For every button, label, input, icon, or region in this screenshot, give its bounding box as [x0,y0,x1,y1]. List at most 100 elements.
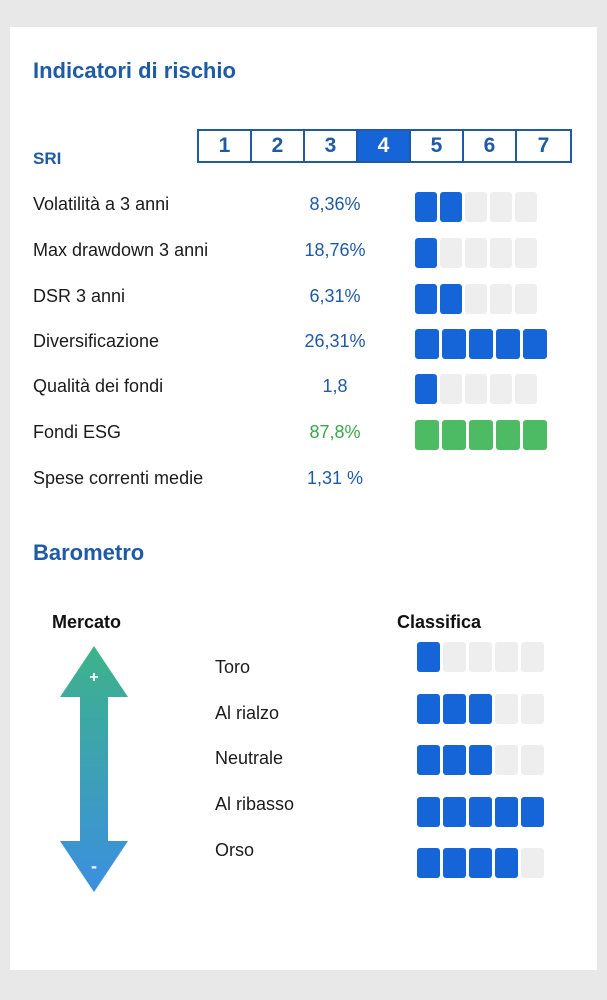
metric-row: Spese correnti medie 1,31 % [10,463,597,497]
rating-segment-empty [495,745,518,775]
rating-segment-filled [415,329,439,359]
rating-segment-empty [515,374,537,404]
rating-segment-empty [465,238,487,268]
barometro-label: Al ribasso [215,794,295,814]
rating-segment-empty [465,284,487,314]
metric-row: Diversificazione 26,31% [10,326,597,360]
rating-segment-filled [443,797,466,827]
rating-segment-filled [469,329,493,359]
rating-segment-filled [415,420,439,450]
rating-bar [415,192,537,222]
rating-segment-filled [415,238,437,268]
rating-segment-filled [469,420,493,450]
rating-segment-filled [495,797,518,827]
sri-level-4: 4 [358,131,411,161]
rating-segment-filled [495,848,518,878]
arrow-minus-label: - [91,856,97,876]
rating-segment-empty [515,284,537,314]
metric-row: Volatilità a 3 anni 8,36% [10,189,597,223]
sri-label: SRI [33,149,62,168]
sri-level-6: 6 [464,131,517,161]
rating-segment-filled [415,192,437,222]
rating-segment-empty [490,374,512,404]
rating-segment-filled [415,284,437,314]
rating-segment-filled [417,745,440,775]
rating-segment-empty [515,192,537,222]
metric-value: 87,8% [309,422,361,442]
barometro-label: Neutrale [215,748,284,768]
rating-segment-empty [495,694,518,724]
rating-segment-empty [443,642,466,672]
rating-segment-filled [523,329,547,359]
market-arrow-icon: + - [58,644,130,899]
rating-segment-empty [490,192,512,222]
rating-segment-empty [521,642,544,672]
rating-segment-filled [469,694,492,724]
rating-segment-empty [490,284,512,314]
rating-segment-filled [521,797,544,827]
metric-row: Qualità dei fondi 1,8 [10,371,597,405]
metric-row: Max drawdown 3 anni 18,76% [10,235,597,269]
ranking-bar [417,848,544,878]
sri-level-5: 5 [411,131,464,161]
metric-label: Fondi ESG [33,422,122,442]
rating-segment-empty [465,374,487,404]
metric-value: 1,8 [322,376,348,396]
rating-segment-filled [496,329,520,359]
metric-value: 1,31 % [306,468,364,488]
rating-segment-filled [469,848,492,878]
market-header: Mercato [52,612,122,632]
rating-segment-empty [440,238,462,268]
rating-bar [415,238,537,268]
rating-segment-filled [417,797,440,827]
indicators-title: Indicatori di rischio [33,58,236,83]
barometro-label: Orso [215,840,255,860]
rating-segment-filled [496,420,520,450]
ranking-header: Classifica [397,612,482,632]
metric-label: Max drawdown 3 anni [33,240,209,260]
rating-segment-empty [521,694,544,724]
metric-label: Qualità dei fondi [33,376,164,396]
rating-segment-filled [440,192,462,222]
rating-segment-filled [442,329,466,359]
metric-label: DSR 3 anni [33,286,126,306]
barometro-title: Barometro [33,540,145,565]
rating-segment-filled [440,284,462,314]
rating-segment-filled [443,694,466,724]
metric-label: Volatilità a 3 anni [33,194,170,214]
rating-segment-empty [465,192,487,222]
rating-segment-filled [469,745,492,775]
rating-segment-empty [490,238,512,268]
rating-bar [415,374,537,404]
barometro-label: Toro [215,657,251,677]
rating-bar [415,284,537,314]
rating-segment-empty [440,374,462,404]
rating-segment-filled [442,420,466,450]
rating-segment-filled [417,848,440,878]
ranking-bar [417,797,544,827]
sri-level-3: 3 [305,131,358,161]
rating-segment-filled [417,642,440,672]
rating-bar [415,329,547,359]
metric-value: 26,31% [304,331,366,351]
rating-segment-filled [417,694,440,724]
metric-value: 18,76% [304,240,366,260]
sri-level-7: 7 [537,134,550,157]
ranking-bar [417,642,544,672]
ranking-bar [417,745,544,775]
rating-bar [415,420,547,450]
sri-level-2: 2 [252,131,305,161]
rating-segment-empty [521,745,544,775]
ranking-bar [417,694,544,724]
metric-row: DSR 3 anni 6,31% [10,281,597,315]
rating-segment-filled [443,745,466,775]
barometro-label: Al rialzo [215,703,280,723]
metric-value: 6,31% [309,286,361,306]
metric-row: Fondi ESG 87,8% [10,417,597,451]
arrow-plus-label: + [89,669,98,686]
metric-label: Spese correnti medie [33,468,204,488]
rating-segment-empty [521,848,544,878]
sri-level-1: 1 [199,131,252,161]
